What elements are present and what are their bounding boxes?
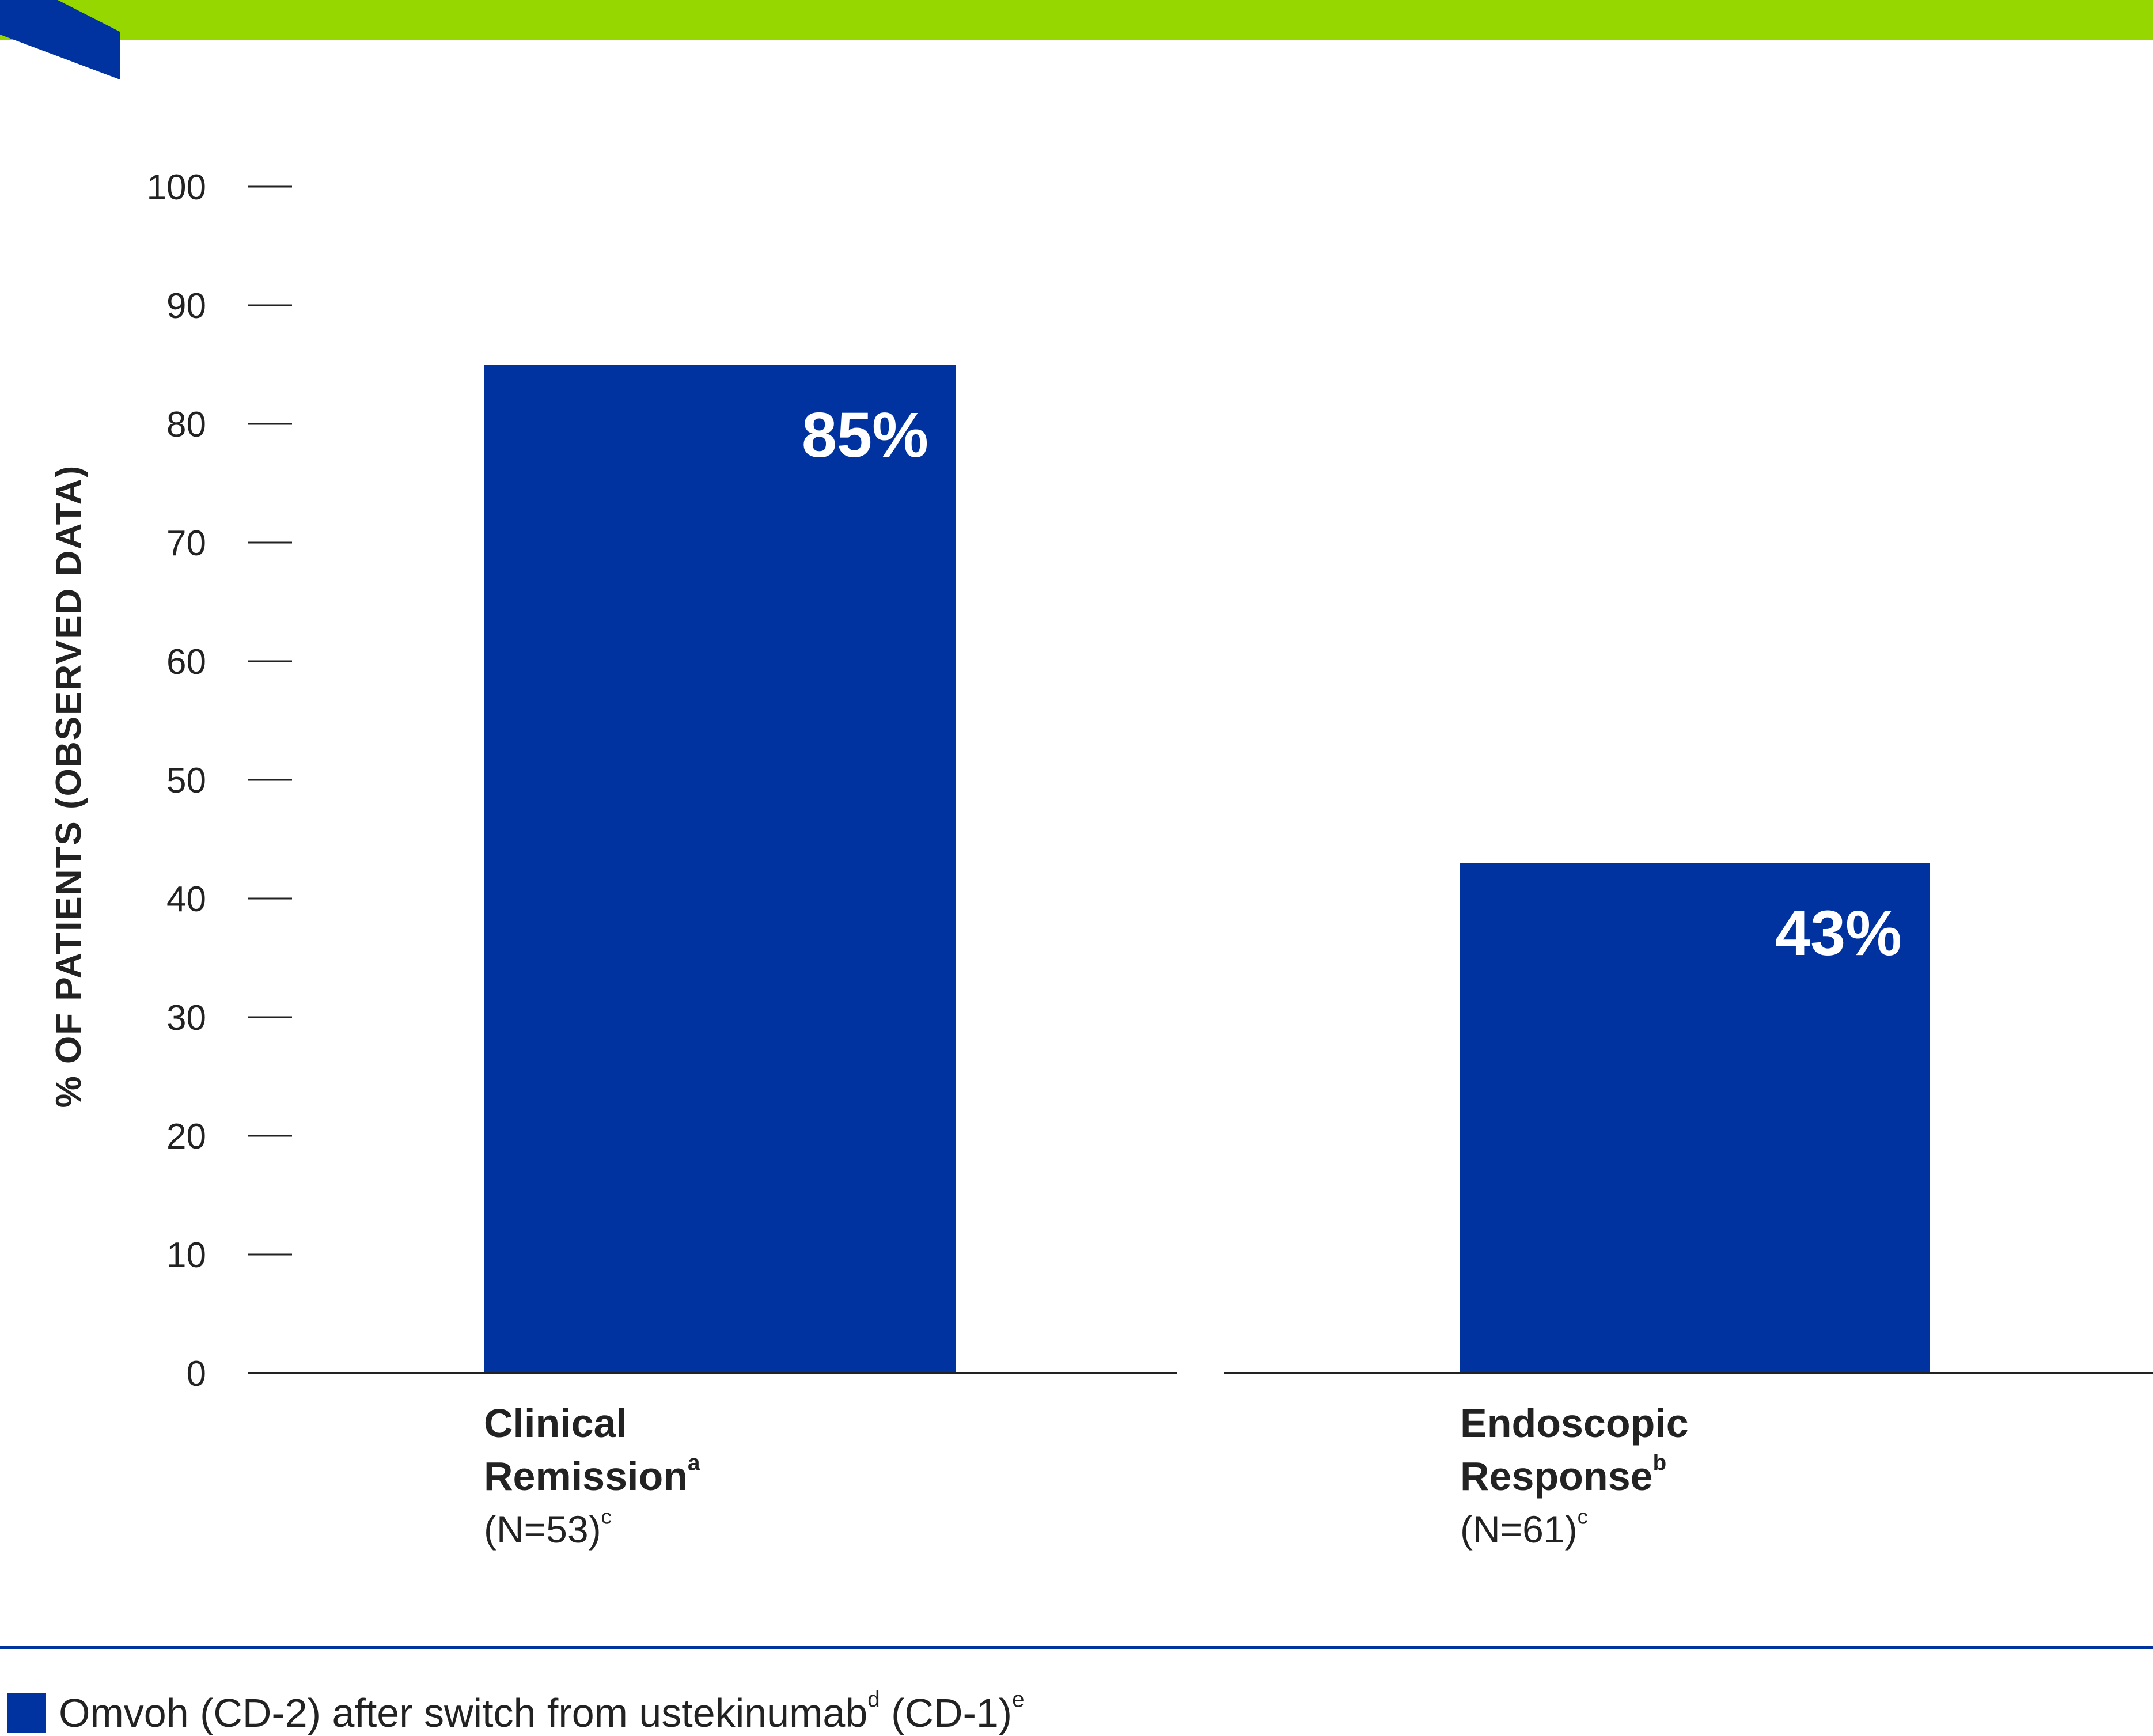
y-tick-label: 40 bbox=[166, 880, 206, 919]
y-axis-title: % OF PATIENTS (OBSERVED DATA) bbox=[49, 465, 89, 1108]
category-n: (N=61) bbox=[1460, 1508, 1578, 1551]
footer-rule bbox=[0, 1646, 2153, 1649]
category-n: (N=53) bbox=[484, 1508, 601, 1551]
category-label-endoscopic-response: Endoscopic Responseb (N=61)c bbox=[1460, 1397, 1689, 1556]
legend: Omvoh (CD-2) after switch from ustekinum… bbox=[7, 1687, 1025, 1736]
y-tick-label: 80 bbox=[166, 405, 206, 445]
bar-chart: 0 10 20 30 40 50 60 70 80 90 100 % OF PATIENTS (OB… bbox=[49, 168, 2153, 1394]
category-line2: Response bbox=[1460, 1454, 1653, 1499]
legend-swatch bbox=[7, 1693, 46, 1733]
y-tick-label: 0 bbox=[187, 1354, 206, 1394]
y-tick-label: 20 bbox=[166, 1117, 206, 1157]
bar-value-label: 85% bbox=[802, 400, 928, 471]
bar bbox=[1460, 863, 1930, 1373]
footnote-marker: c bbox=[1577, 1504, 1588, 1529]
category-line1: Endoscopic bbox=[1460, 1401, 1689, 1446]
bars: 85% 43% bbox=[484, 365, 1930, 1373]
bar bbox=[484, 365, 956, 1373]
legend-text-a: Omvoh (CD-2) after switch from ustekinum… bbox=[59, 1690, 868, 1735]
y-tick-label: 30 bbox=[166, 998, 206, 1038]
category-label-clinical-remission: Clinical Remissiona (N=53)c bbox=[484, 1397, 700, 1556]
y-tick-label: 60 bbox=[166, 642, 206, 682]
footnote-marker: a bbox=[688, 1450, 700, 1476]
y-axis: 0 10 20 30 40 50 60 70 80 90 100 bbox=[147, 168, 292, 1394]
corner-blue-shape bbox=[0, 0, 120, 79]
category-line2: Remission bbox=[484, 1454, 688, 1499]
footnote-marker: c bbox=[601, 1504, 612, 1529]
y-tick-label: 100 bbox=[147, 168, 206, 207]
y-tick-label: 10 bbox=[166, 1235, 206, 1275]
y-tick-label: 70 bbox=[166, 524, 206, 563]
bar-value-label: 43% bbox=[1775, 898, 1902, 969]
y-tick-label: 90 bbox=[166, 286, 206, 326]
top-accent-bar bbox=[0, 0, 2153, 40]
footnote-marker: b bbox=[1652, 1450, 1667, 1476]
legend-label: Omvoh (CD-2) after switch from ustekinum… bbox=[59, 1687, 1025, 1736]
category-line1: Clinical bbox=[484, 1401, 627, 1446]
legend-text-b: (CD-1) bbox=[880, 1690, 1013, 1735]
footnote-marker: e bbox=[1012, 1687, 1025, 1712]
footnote-marker: d bbox=[867, 1687, 880, 1712]
y-tick-label: 50 bbox=[166, 761, 206, 801]
